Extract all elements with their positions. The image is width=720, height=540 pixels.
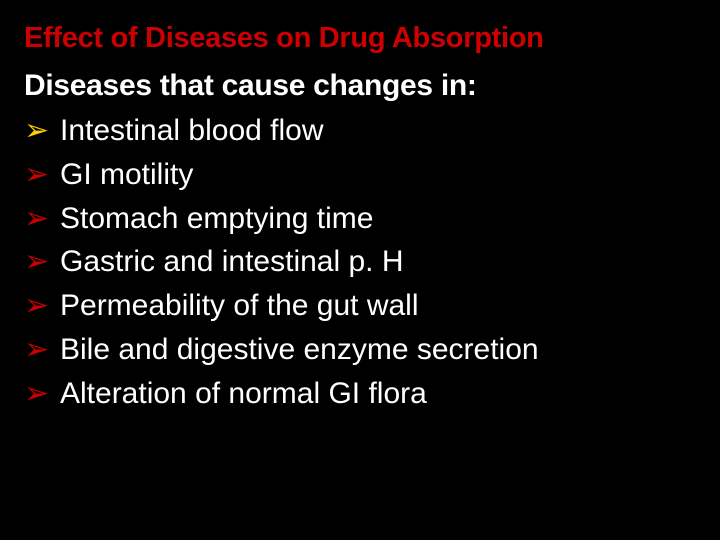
list-item-text: Gastric and intestinal p. H: [60, 240, 696, 284]
list-item: ➢ Stomach emptying time: [24, 197, 696, 241]
chevron-icon: ➢: [24, 109, 60, 153]
list-item-text: Intestinal blood flow: [60, 109, 696, 153]
list-item-text: GI motility: [60, 153, 696, 197]
chevron-icon: ➢: [24, 153, 60, 197]
list-item: ➢ Alteration of normal GI flora: [24, 372, 696, 416]
chevron-icon: ➢: [24, 328, 60, 372]
slide-title: Effect of Diseases on Drug Absorption: [24, 22, 696, 55]
list-item-text: Stomach emptying time: [60, 197, 696, 241]
list-item: ➢ GI motility: [24, 153, 696, 197]
list-item-text: Bile and digestive enzyme secretion: [60, 328, 696, 372]
list-item: ➢ Intestinal blood flow: [24, 109, 696, 153]
chevron-icon: ➢: [24, 284, 60, 328]
list-item-text: Alteration of normal GI flora: [60, 372, 696, 416]
slide-subtitle: Diseases that cause changes in:: [24, 69, 696, 103]
list-item: ➢ Gastric and intestinal p. H: [24, 240, 696, 284]
chevron-icon: ➢: [24, 197, 60, 241]
chevron-icon: ➢: [24, 372, 60, 416]
bullet-list: ➢ Intestinal blood flow ➢ GI motility ➢ …: [24, 109, 696, 416]
list-item: ➢ Bile and digestive enzyme secretion: [24, 328, 696, 372]
list-item: ➢ Permeability of the gut wall: [24, 284, 696, 328]
list-item-text: Permeability of the gut wall: [60, 284, 696, 328]
chevron-icon: ➢: [24, 240, 60, 284]
